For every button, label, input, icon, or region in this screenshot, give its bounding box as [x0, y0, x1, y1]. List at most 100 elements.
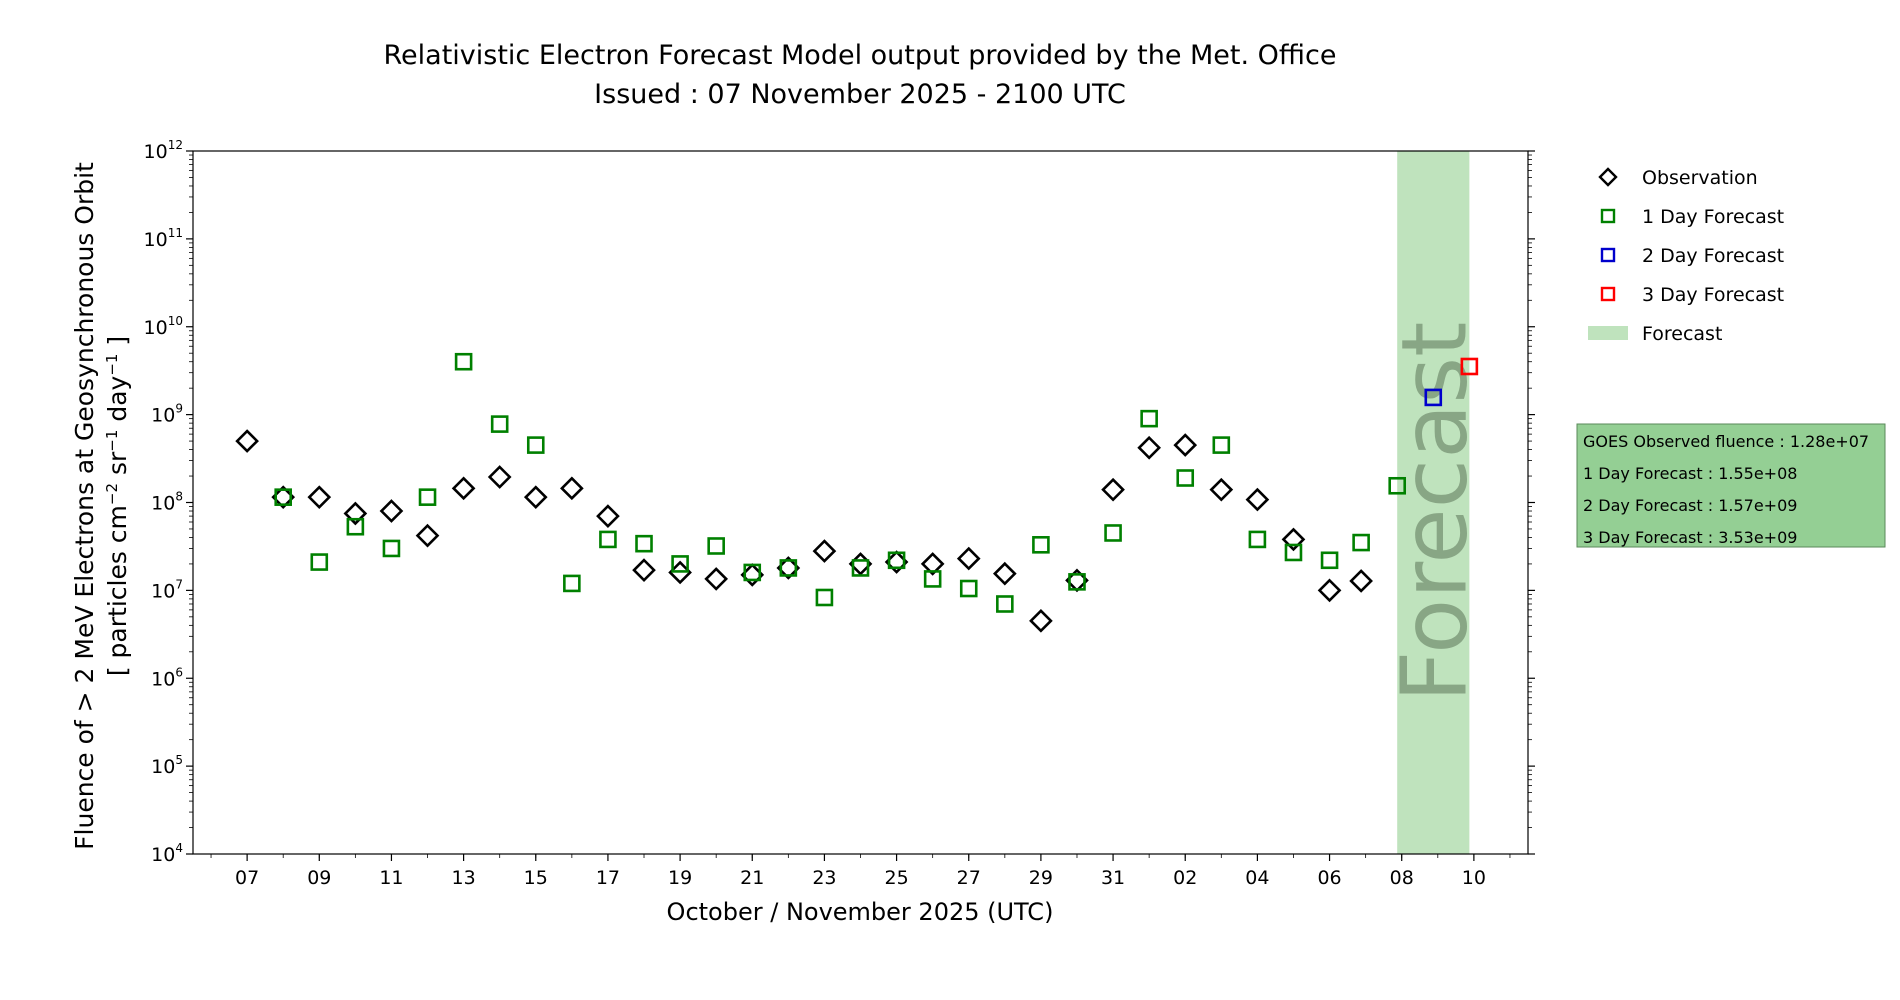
- 1-day-forecast-marker: [1032, 536, 1050, 554]
- info-box-line: GOES Observed fluence : 1.28e+07: [1583, 432, 1869, 451]
- x-tick-label: 07: [235, 867, 259, 889]
- 1-day-forecast-marker: [996, 595, 1014, 613]
- info-box: GOES Observed fluence : 1.28e+07 1 Day Fo…: [1576, 423, 1886, 548]
- x-tick-label: 15: [524, 867, 548, 889]
- observation-marker: [1137, 435, 1161, 460]
- observation-marker: [1245, 487, 1270, 512]
- x-tick-label: 27: [957, 867, 981, 889]
- 1-day-forecast-marker: [1212, 436, 1231, 454]
- y-tick-label: 1010: [144, 314, 183, 339]
- 1-day-forecast-marker: [310, 553, 329, 571]
- forecast-band: [1397, 151, 1470, 854]
- x-tick-label: 06: [1317, 867, 1341, 889]
- plot-area: [193, 151, 1528, 854]
- x-tick-label: 09: [307, 867, 331, 889]
- x-tick-label: 04: [1245, 867, 1269, 889]
- observation-marker: [1101, 477, 1125, 502]
- legend-label-1-day-forecast: 1 Day Forecast: [1642, 206, 1784, 228]
- observation-marker: [992, 561, 1017, 586]
- y-tick-label: 104: [151, 841, 183, 866]
- observation-marker: [235, 429, 259, 453]
- observation-marker: [956, 546, 981, 571]
- legend-marker-observation: [1598, 167, 1618, 187]
- observation-marker: [523, 485, 548, 510]
- x-tick-label: 11: [379, 867, 403, 889]
- 1-day-forecast-marker: [599, 530, 617, 549]
- observation-marker: [632, 558, 656, 582]
- info-box-line: 2 Day Forecast : 1.57e+09: [1583, 496, 1797, 515]
- x-tick-label: 13: [452, 867, 476, 889]
- 1-day-forecast-marker: [959, 579, 978, 598]
- legend-marker-1-day-forecast: [1600, 208, 1616, 224]
- x-tick-label: 29: [1029, 867, 1053, 889]
- x-tick-label: 02: [1173, 867, 1197, 889]
- 1-day-forecast-marker: [635, 534, 653, 553]
- info-box-line: 1 Day Forecast : 1.55e+08: [1583, 464, 1797, 483]
- y-tick-label: 1011: [144, 226, 183, 251]
- x-axis-label: October / November 2025 (UTC): [667, 898, 1054, 926]
- observation-marker: [487, 465, 512, 489]
- y-tick-label: 107: [151, 577, 183, 602]
- 3-day-forecast-marker: [1460, 357, 1479, 376]
- 1-day-forecast-marker: [1176, 469, 1195, 487]
- y-axis-label-units: [ particles cm−2 sr−1 day−1 ]: [103, 336, 132, 676]
- observation-marker: [451, 476, 476, 501]
- 1-day-forecast-marker: [1388, 476, 1407, 495]
- y-axis-label: Fluence of > 2 MeV Electrons at Geosynch…: [70, 162, 99, 850]
- 1-day-forecast-marker: [346, 517, 365, 536]
- data-markers: [235, 352, 1479, 633]
- legend-label-forecast: Forecast: [1642, 323, 1722, 345]
- observation-marker: [307, 485, 332, 510]
- observation-marker: [1209, 477, 1234, 502]
- observation-marker: [1317, 578, 1342, 603]
- info-box-line: 3 Day Forecast : 3.53e+09: [1583, 528, 1797, 547]
- plot-frame: [192, 150, 1529, 855]
- 1-day-forecast-marker: [779, 559, 798, 577]
- observation-marker: [920, 552, 945, 576]
- y-axis-label-line1: Fluence of > 2 MeV Electrons at Geosynch…: [70, 162, 99, 850]
- observation-marker: [415, 523, 440, 548]
- 1-day-forecast-marker: [1352, 533, 1370, 552]
- legend-label-2-day-forecast: 2 Day Forecast: [1642, 245, 1784, 267]
- y-tick-label: 106: [151, 665, 183, 690]
- chart-subtitle: Issued : 07 November 2025 - 2100 UTC: [594, 79, 1126, 110]
- x-tick-label: 17: [596, 867, 620, 889]
- info-box-background: [1576, 423, 1886, 548]
- 1-day-forecast-marker: [1140, 409, 1158, 428]
- 1-day-forecast-marker: [923, 570, 942, 588]
- legend-marker-3-day-forecast: [1600, 286, 1616, 302]
- x-tick-label: 21: [740, 867, 764, 889]
- observation-marker: [1029, 609, 1053, 633]
- 1-day-forecast-marker: [418, 488, 437, 506]
- x-tick-label: 08: [1390, 867, 1414, 889]
- 1-day-forecast-marker: [851, 559, 870, 577]
- 1-day-forecast-marker: [707, 537, 725, 555]
- x-tick-label: 19: [668, 867, 692, 889]
- 1-day-forecast-marker: [743, 563, 762, 582]
- y-tick-label: 1012: [144, 138, 183, 163]
- observation-marker: [560, 476, 584, 501]
- 1-day-forecast-marker: [382, 539, 401, 558]
- observation-marker: [812, 539, 837, 563]
- 1-day-forecast-marker: [454, 352, 473, 371]
- observation-marker: [704, 567, 729, 591]
- 2-day-forecast-marker: [1424, 388, 1443, 407]
- y-tick-label: 109: [151, 402, 183, 427]
- legend: Observation 1 Day Forecast 2 Day Forecast 3…: [1588, 167, 1784, 345]
- 1-day-forecast-marker: [274, 488, 293, 506]
- observation-marker: [1349, 569, 1373, 593]
- 1-day-forecast-marker: [1248, 530, 1267, 549]
- 1-day-forecast-marker: [526, 436, 545, 454]
- y-axis-label-line2: [ particles cm−2 sr−1 day−1 ]: [103, 336, 132, 676]
- observation-marker: [1173, 433, 1198, 457]
- x-tick-label: 25: [884, 867, 908, 889]
- x-tick-label: 31: [1101, 867, 1125, 889]
- chart-title: Relativistic Electron Forecast Model out…: [384, 40, 1337, 71]
- 1-day-forecast-marker: [671, 555, 689, 573]
- legend-marker-2-day-forecast: [1600, 247, 1616, 263]
- 1-day-forecast-marker: [815, 588, 834, 607]
- y-tick-label: 108: [151, 490, 183, 515]
- 1-day-forecast-marker: [563, 574, 581, 593]
- observation-marker: [1281, 527, 1306, 552]
- y-tick-label: 105: [151, 753, 183, 778]
